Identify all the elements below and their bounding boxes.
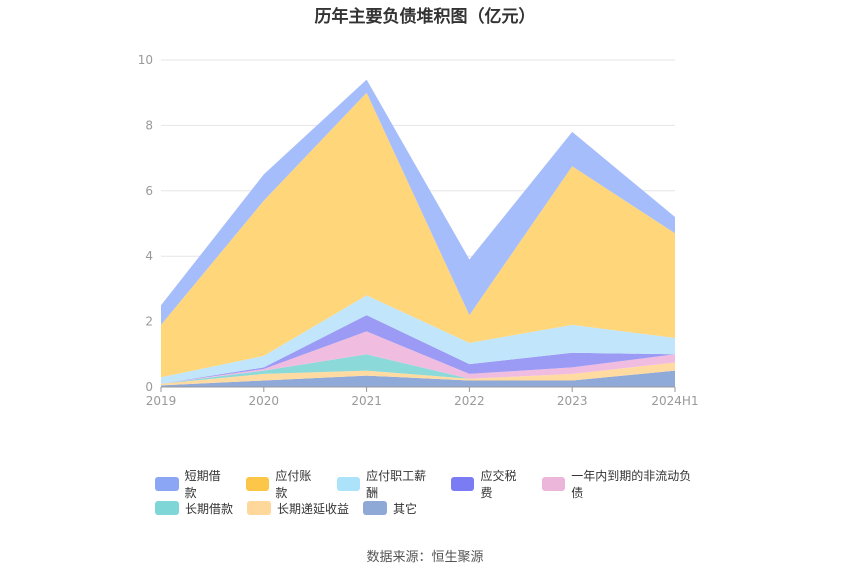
legend-row: 短期借款 应付账款 应付职工薪酬 应交税费 一年内到期的非流动负债 <box>155 469 715 500</box>
area-series <box>161 354 675 384</box>
tick-labels: 0 2 4 6 8 10 2019 2020 2021 2022 2023 2024H1 <box>138 53 699 408</box>
legend-swatch <box>450 477 475 491</box>
legend-item[interactable]: 短期借款 <box>155 467 232 501</box>
legend: 短期借款 应付账款 应付职工薪酬 应交税费 一年内到期的非流动负债 长期借款 长期递延收益… <box>155 469 715 520</box>
legend-label: 其它 <box>393 501 418 516</box>
area-series <box>161 362 675 386</box>
y-tick-label: 10 <box>138 53 153 67</box>
legend-item[interactable]: 一年内到期的非流动负债 <box>541 467 701 501</box>
legend-swatch <box>541 477 566 491</box>
legend-label: 应付职工薪酬 <box>366 469 427 500</box>
y-tick-label: 0 <box>145 380 153 394</box>
axes <box>160 386 676 392</box>
legend-swatch <box>245 477 270 491</box>
legend-label: 应交税费 <box>480 469 517 500</box>
legend-swatch <box>336 477 361 491</box>
area-series <box>161 79 675 325</box>
legend-item[interactable]: 应付账款 <box>245 467 323 501</box>
y-tick-label: 8 <box>145 118 153 132</box>
series-areas <box>161 79 675 387</box>
legend-swatch <box>363 501 388 515</box>
legend-label: 应付账款 <box>275 469 312 500</box>
y-tick-label: 2 <box>145 315 153 329</box>
legend-item[interactable]: 长期递延收益 <box>247 500 349 517</box>
area-series <box>161 92 675 378</box>
x-tick-label: 2022 <box>454 394 485 408</box>
chart-title: 历年主要负债堆积图（亿元） <box>314 7 536 27</box>
area-series <box>161 331 675 384</box>
legend-row: 长期借款 长期递延收益 其它 <box>155 496 715 520</box>
y-tick-label: 4 <box>145 249 153 263</box>
x-tick-label: 2019 <box>146 394 177 408</box>
x-tick-label: 2023 <box>557 394 588 408</box>
area-series <box>161 370 675 387</box>
legend-label: 一年内到期的非流动负债 <box>571 469 692 500</box>
source-note: 数据来源：恒生聚源 <box>366 550 484 565</box>
legend-item[interactable]: 长期借款 <box>155 500 233 517</box>
legend-swatch <box>155 501 179 515</box>
legend-swatch <box>155 477 179 491</box>
x-tick-label: 2024H1 <box>651 394 698 408</box>
legend-item[interactable]: 应付职工薪酬 <box>336 467 437 501</box>
x-tick-label: 2020 <box>249 394 280 408</box>
area-series <box>161 295 675 384</box>
legend-swatch <box>247 501 272 515</box>
legend-label: 长期递延收益 <box>277 501 350 516</box>
x-tick-label: 2021 <box>351 394 382 408</box>
legend-label: 短期借款 <box>184 469 221 500</box>
area-series <box>161 315 675 384</box>
legend-item[interactable]: 其它 <box>363 500 417 517</box>
legend-label: 长期借款 <box>185 501 234 516</box>
y-tick-label: 6 <box>145 184 153 198</box>
legend-item[interactable]: 应交税费 <box>450 467 528 501</box>
